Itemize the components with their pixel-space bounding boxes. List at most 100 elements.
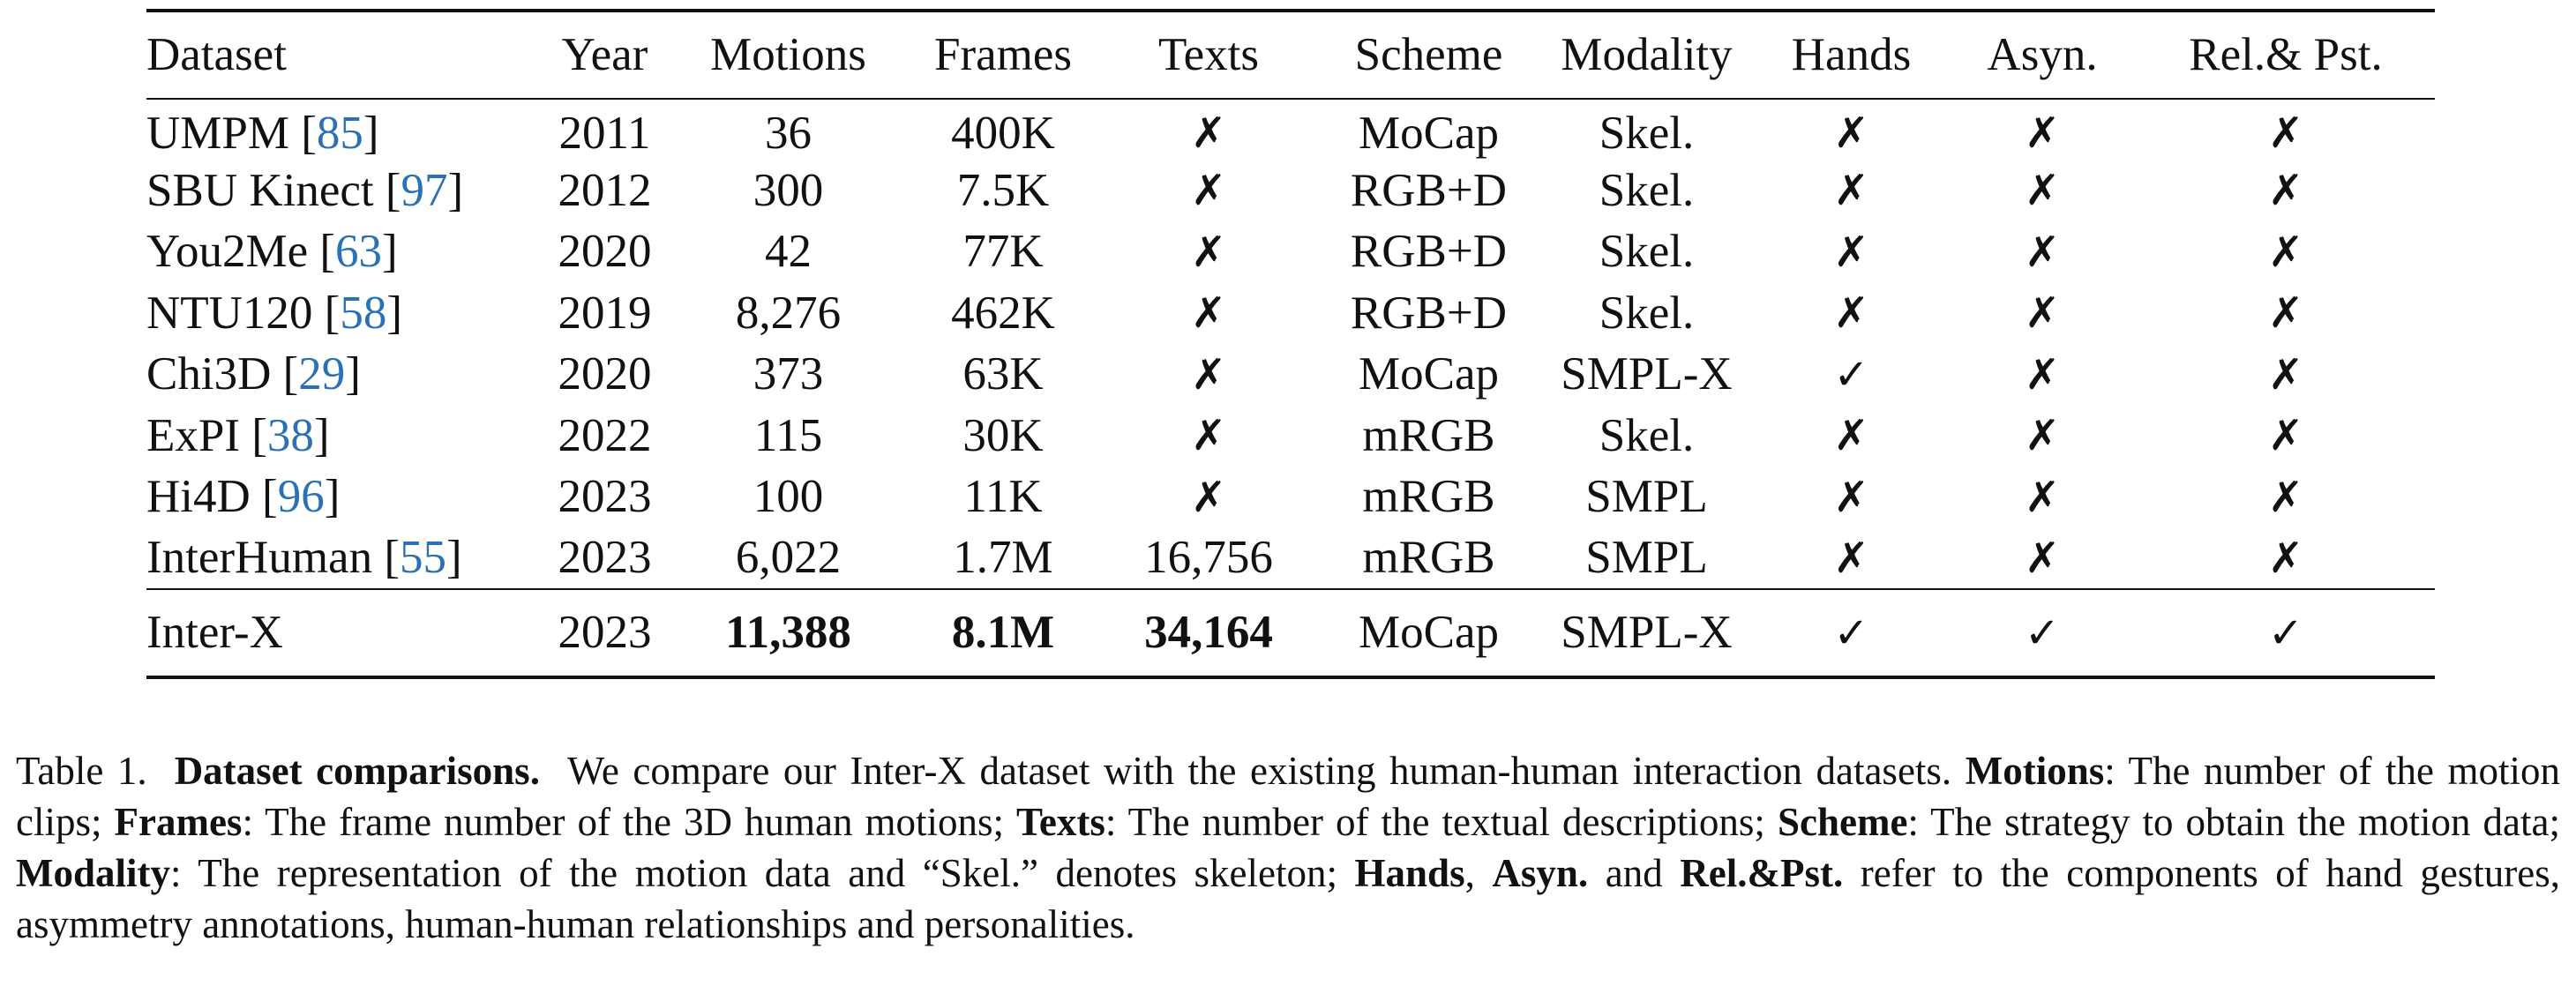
cell-asyn: ✗ <box>2024 349 2061 400</box>
citation-bracket: ] <box>382 226 398 278</box>
cell-asyn: ✗ <box>2024 411 2061 461</box>
caption-key-motions: Motions <box>1965 749 2105 793</box>
cell-motions: 36 <box>765 107 812 159</box>
cell-frames: 11K <box>963 471 1043 523</box>
cell-frames: 63K <box>962 348 1044 400</box>
header-dataset: Dataset <box>146 9 541 100</box>
caption-key-modality: Modality <box>16 851 170 895</box>
cell-dataset: SBU Kinect [97] <box>146 161 541 222</box>
cell-year: 2012 <box>558 164 652 216</box>
header-hands: Hands <box>1755 9 1948 100</box>
citation-link[interactable]: 58 <box>340 287 387 339</box>
cell-hands: ✗ <box>1833 227 1869 277</box>
cell-frames: 1.7M <box>953 532 1053 584</box>
cell-hands: ✗ <box>1833 472 1869 522</box>
caption-key-hands: Hands <box>1354 851 1465 895</box>
cell-motions: 100 <box>753 471 824 523</box>
caption-key-rel-pst: Rel.&Pst. <box>1680 851 1844 895</box>
cell-modality: Skel. <box>1599 107 1695 159</box>
cell-rel-pst: ✗ <box>2267 533 2304 583</box>
citation-link[interactable]: 97 <box>401 164 448 216</box>
cell-texts: ✗ <box>1190 108 1227 159</box>
dataset-comparison-table: Dataset Year Motions Frames Texts Scheme… <box>146 9 2435 679</box>
cell-year: 2022 <box>558 409 652 461</box>
cell-asyn: ✗ <box>2024 533 2061 583</box>
caption-key-asyn: Asyn. <box>1492 851 1589 895</box>
cell-hands: ✗ <box>1833 533 1869 583</box>
cell-modality: SMPL-X <box>1561 348 1733 400</box>
cell-dataset: NTU120 [58] <box>146 283 541 345</box>
citation-link[interactable]: 96 <box>277 471 325 523</box>
caption-key-frames: Frames <box>114 800 243 844</box>
table-row: SBU Kinect [97] 2012 300 7.5K ✗ RGB+D Skel. ✗ ✗ ✗ <box>146 161 2435 222</box>
caption-key-scheme: Scheme <box>1777 800 1908 844</box>
cell-asyn: ✗ <box>2024 227 2061 277</box>
table-row: InterHuman [55] 2023 6,022 1.7M 16,756 mRGB SM… <box>146 528 2435 590</box>
cell-asyn: ✗ <box>2024 288 2061 339</box>
citation-link[interactable]: 55 <box>399 532 446 584</box>
cell-year: 2020 <box>558 348 652 400</box>
cell-motions: 8,276 <box>735 287 842 339</box>
table-row: UMPM [85] 2011 36 400K ✗ MoCap Skel. ✗ ✗ ✗ <box>146 99 2435 161</box>
citation-link[interactable]: 29 <box>298 348 346 400</box>
table-header-row: Dataset Year Motions Frames Texts Scheme… <box>146 9 2435 100</box>
cell-frames: 8.1M <box>908 588 1098 679</box>
cell-texts: 16,756 <box>1144 532 1273 584</box>
table-row: NTU120 [58] 2019 8,276 462K ✗ RGB+D Skel. ✗ ✗ ✗ <box>146 283 2435 345</box>
cell-frames: 30K <box>962 409 1044 461</box>
citation-bracket: ] <box>324 471 341 523</box>
header-frames: Frames <box>908 9 1098 100</box>
cell-texts: ✗ <box>1190 288 1227 339</box>
cell-asyn: ✗ <box>2024 108 2061 159</box>
cell-modality: SMPL-X <box>1539 588 1755 679</box>
cell-modality: SMPL <box>1585 532 1708 584</box>
caption-desc-final: refer to the components of hand gestures… <box>16 851 2561 946</box>
cell-texts: ✗ <box>1190 349 1227 400</box>
cell-texts: ✗ <box>1190 472 1227 522</box>
citation-link[interactable]: 63 <box>335 226 383 278</box>
cell-dataset: ExPI [38] <box>146 406 541 467</box>
header-texts: Texts <box>1098 9 1319 100</box>
cell-asyn: ✗ <box>2024 472 2061 522</box>
cell-frames: 400K <box>951 107 1055 159</box>
cell-asyn: ✗ <box>2024 166 2061 216</box>
citation-link[interactable]: 85 <box>316 107 363 159</box>
cell-motions: 300 <box>753 164 824 216</box>
citation-link[interactable]: 38 <box>266 409 314 461</box>
cell-motions: 6,022 <box>735 532 842 584</box>
caption-desc-scheme: : The strategy to obtain the motion data… <box>1907 800 2560 844</box>
cell-motions: 115 <box>753 409 823 461</box>
cell-scheme: MoCap <box>1319 588 1539 679</box>
comparison-table-container: Dataset Year Motions Frames Texts Scheme… <box>146 9 2435 679</box>
cell-scheme: RGB+D <box>1350 226 1508 278</box>
cell-hands: ✓ <box>1755 588 1948 679</box>
citation-bracket: ] <box>386 287 402 339</box>
dataset-name: Chi3D [ <box>146 348 299 400</box>
citation-bracket: ] <box>446 532 462 584</box>
cell-modality: SMPL <box>1585 471 1708 523</box>
table-row: You2Me [63] 2020 42 77K ✗ RGB+D Skel. ✗ ✗ ✗ <box>146 221 2435 283</box>
cell-asyn: ✓ <box>1948 588 2137 679</box>
caption-separator: , <box>1464 851 1475 895</box>
dataset-name: Hi4D [ <box>146 471 278 523</box>
cell-dataset: Chi3D [29] <box>146 344 541 406</box>
citation-bracket: ] <box>313 409 330 461</box>
cell-motions: 373 <box>753 348 824 400</box>
table-row: Chi3D [29] 2020 373 63K ✗ MoCap SMPL-X ✓ ✗ ✗ <box>146 344 2435 406</box>
citation-bracket: ] <box>363 107 379 159</box>
cell-frames: 77K <box>962 226 1044 278</box>
cell-dataset: UMPM [85] <box>146 99 541 161</box>
cell-motions: 11,388 <box>669 588 908 679</box>
cell-rel-pst: ✗ <box>2267 166 2304 216</box>
table-final-section: Inter-X 2023 11,388 8.1M 34,164 MoCap SM… <box>146 588 2435 679</box>
caption-desc-frames: : The frame number of the 3D human motio… <box>242 800 1005 844</box>
cell-year: 2011 <box>558 107 651 159</box>
caption-and: and <box>1605 851 1663 895</box>
cell-scheme: mRGB <box>1362 409 1495 461</box>
cell-rel-pst: ✗ <box>2267 411 2304 461</box>
table-row: Hi4D [96] 2023 100 11K ✗ mRGB SMPL ✗ ✗ ✗ <box>146 467 2435 528</box>
cell-hands: ✗ <box>1833 166 1869 216</box>
cell-dataset: Inter-X <box>146 588 541 679</box>
cell-texts: ✗ <box>1190 166 1227 216</box>
cell-year: 2023 <box>541 588 669 679</box>
